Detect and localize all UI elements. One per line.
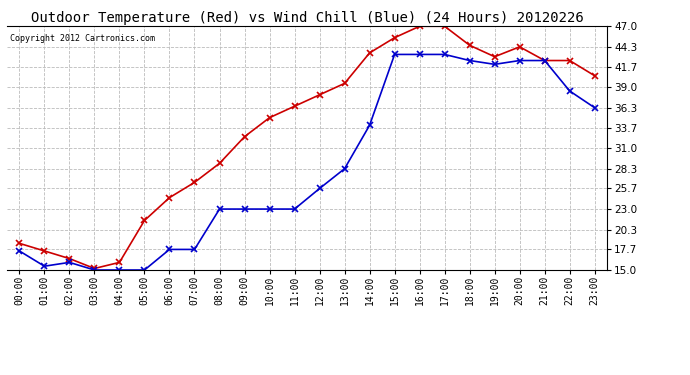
- Text: Copyright 2012 Cartronics.com: Copyright 2012 Cartronics.com: [10, 34, 155, 43]
- Title: Outdoor Temperature (Red) vs Wind Chill (Blue) (24 Hours) 20120226: Outdoor Temperature (Red) vs Wind Chill …: [30, 11, 584, 25]
